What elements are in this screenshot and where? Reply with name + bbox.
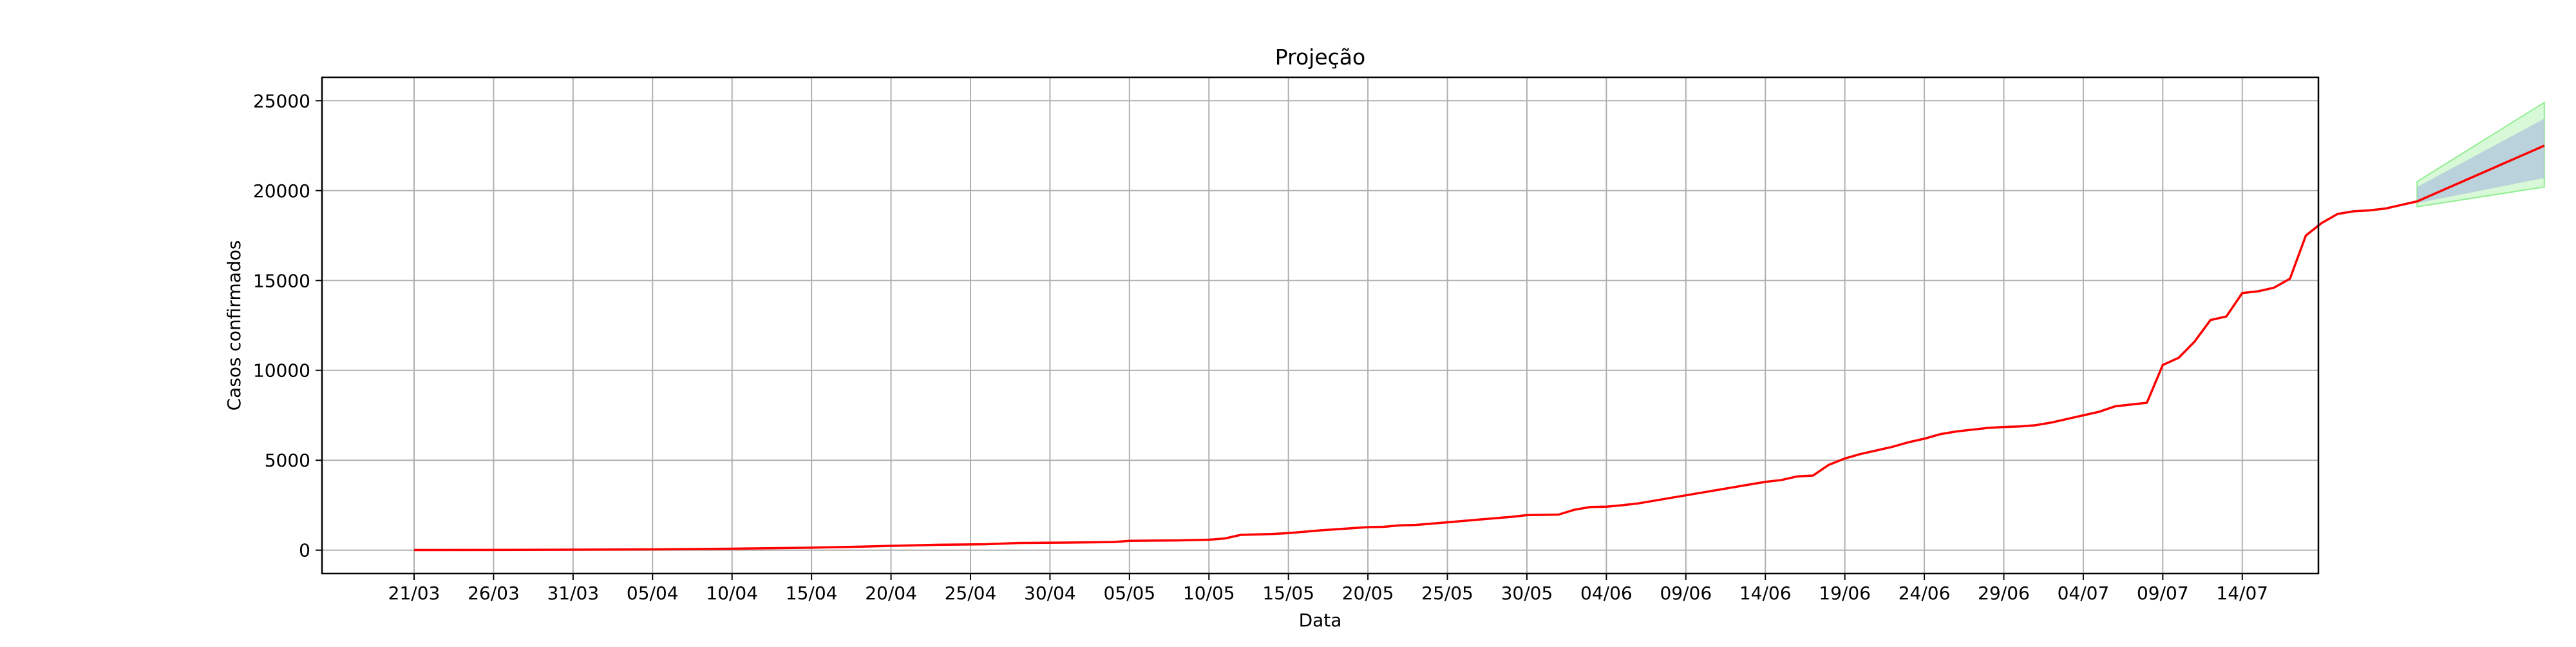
x-tick-label: 30/04 [1024,583,1076,604]
inner-confidence-band [2417,119,2544,204]
x-tick-label: 09/07 [2137,583,2189,604]
y-tick-label: 5000 [265,450,310,471]
y-tick-label: 0 [299,540,310,561]
x-tick-label: 09/06 [1660,583,1712,604]
x-tick-label: 14/07 [2216,583,2268,604]
x-tick-label: 04/06 [1580,583,1633,604]
x-tick-label: 31/03 [547,583,599,604]
x-tick-label: 26/03 [468,583,520,604]
x-tick-label: 25/04 [945,583,997,604]
x-tick-label: 19/06 [1819,583,1871,604]
x-tick-label: 24/06 [1899,583,1951,604]
x-tick-label: 14/06 [1739,583,1792,604]
x-tick-label: 21/03 [388,583,440,604]
plot-frame [321,76,2320,575]
x-tick-label: 25/05 [1421,583,1473,604]
y-axis-label: Casos confirmados [223,240,245,411]
plot-area-background [322,77,2318,574]
y-tick-label: 10000 [253,360,310,381]
y-axis: 0 5000 10000 15000 20000 25000 [253,90,322,561]
x-tick-label: 05/05 [1103,583,1155,604]
y-tick-label: 25000 [253,90,310,111]
y-tick-label: 15000 [253,270,310,291]
y-tick-label: 20000 [253,180,310,202]
x-tick-label: 04/07 [2058,583,2110,604]
projection-line [2416,144,2545,203]
chart-title: Projeção [1275,44,1365,70]
series-lines [413,144,2545,552]
confirmed-cases-line [413,200,2418,552]
x-tick-label: 15/05 [1262,583,1314,604]
x-tick-label: 05/04 [627,583,679,604]
x-tick-label: 29/06 [1978,583,2030,604]
x-tick-label: 20/04 [865,583,917,604]
x-tick-label: 20/05 [1342,583,1394,604]
x-tick-label: 10/04 [706,583,758,604]
grid-lines [322,77,2318,574]
x-axis: 21/03 26/03 31/03 05/04 10/04 15/04 20/04 25/04… [388,574,2268,604]
x-tick-label: 15/04 [786,583,838,604]
x-tick-label: 30/05 [1501,583,1553,604]
confidence-bands [2416,101,2545,208]
x-tick-label: 10/05 [1183,583,1235,604]
x-axis-label: Data [1299,610,1342,631]
